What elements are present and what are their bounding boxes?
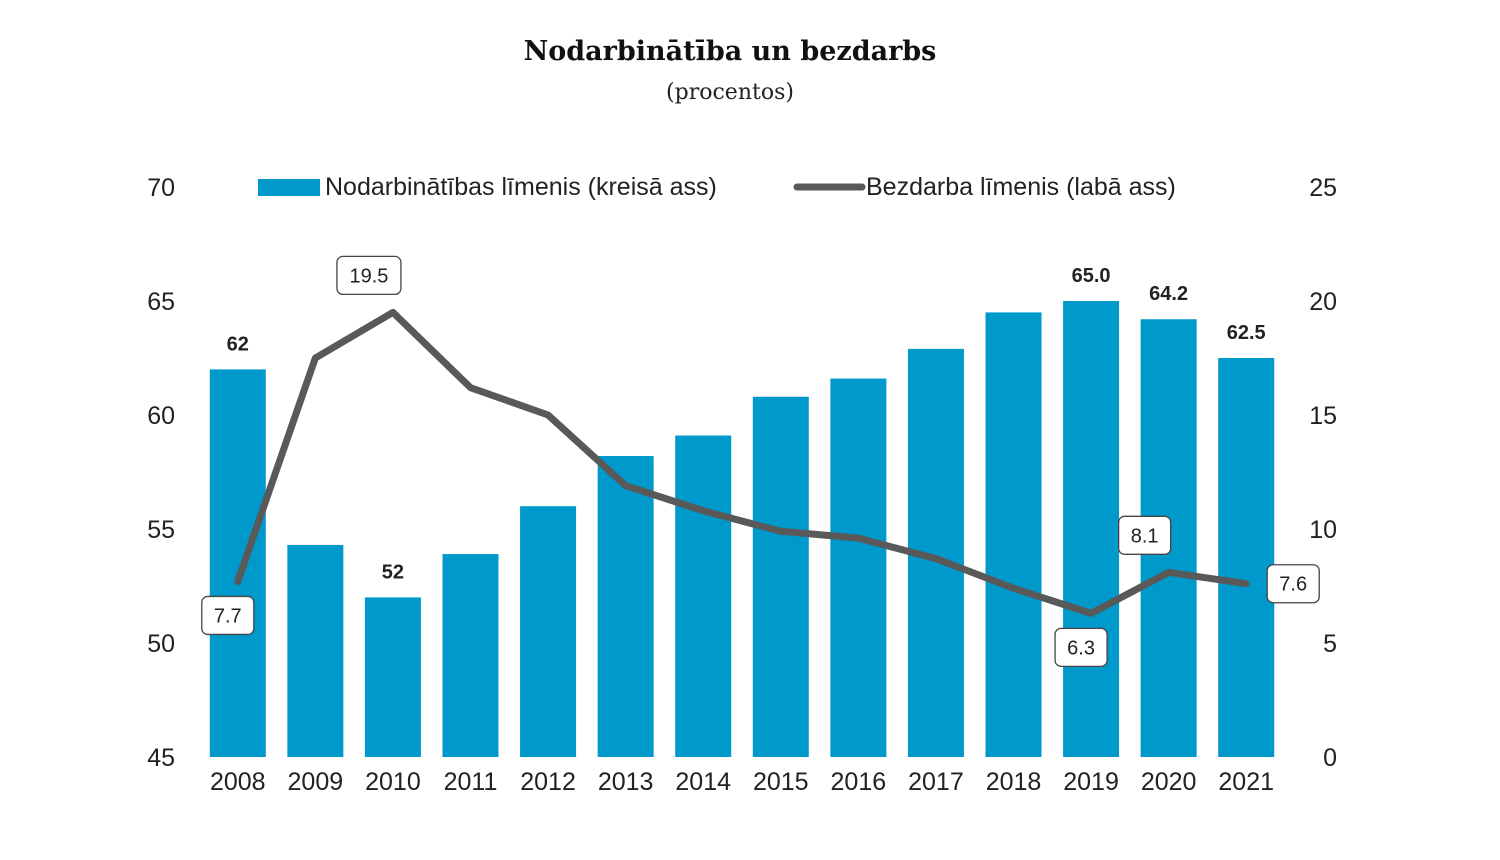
right-axis-tick: 20 [1309,288,1337,316]
line-point [1012,587,1015,590]
right-axis-tick: 15 [1309,402,1337,430]
legend: Nodarbinātības līmenis (kreisā ass) Bezd… [258,173,1176,201]
left-axis-tick: 70 [147,174,175,202]
line-point [469,386,472,389]
line-data-label-text: 7.6 [1279,574,1307,596]
line-point [624,484,627,487]
right-axis-tick: 0 [1323,744,1337,772]
x-axis-tick: 2012 [520,768,576,796]
bar [520,506,577,757]
bar-data-label: 52 [382,561,404,583]
line-data-label: 6.3 [1054,627,1108,668]
chart-subtitle: (procentos) [666,80,794,105]
bar [830,378,887,757]
bar [209,369,266,757]
left-axis-tick: 50 [147,630,175,658]
bar [1063,301,1120,757]
x-axis-tick: 2013 [598,768,654,796]
line-data-label-box [336,255,402,296]
right-axis-tick: 5 [1323,630,1337,658]
line-point [702,509,705,512]
bar [287,544,344,757]
line-point [314,357,317,359]
bar [1218,358,1275,757]
line-data-label: 19.5 [336,255,402,296]
bar-data-label: 65.0 [1072,265,1111,287]
x-axis-tick: 2010 [365,768,421,796]
x-axis-tick: 2009 [288,768,344,796]
x-axis-tick: 2017 [908,768,964,796]
line-data-label-text: 6.3 [1067,637,1095,659]
line-point [547,414,550,416]
unemployment-line [234,308,1250,617]
line-data-label: 7.6 [1266,564,1320,604]
bar [442,554,499,757]
right-axis-tick: 25 [1309,174,1337,202]
line-data-label: 7.7 [201,595,255,636]
line-point [1167,571,1170,574]
line-point [1090,612,1093,615]
x-axis-tick: 2015 [753,768,809,796]
x-axis-tick: 2016 [831,768,887,796]
bar-series [209,301,1275,757]
x-axis-tick: 2021 [1218,768,1274,796]
bar [985,312,1042,757]
line-data-label-text: 7.7 [214,605,242,627]
left-axis-tick: 55 [147,516,175,544]
left-axis-tick: 45 [147,744,175,772]
right-axis-tick: 10 [1309,516,1337,544]
bar-data-label: 64.2 [1149,283,1188,305]
legend-bar-swatch [258,179,320,196]
x-axis-tick: 2008 [210,768,266,796]
bar-data-label: 62 [227,333,249,355]
line-series [234,308,1250,617]
line-data-label-box [1266,564,1320,604]
legend-line-label: Bezdarba līmenis (labā ass) [866,173,1176,201]
bar-data-label: 62.5 [1227,322,1266,344]
line-data-label-box [1054,627,1108,668]
line-data-label-text: 19.5 [349,265,388,287]
x-axis-tick: 2018 [986,768,1042,796]
line-point [1245,582,1248,585]
x-axis-tick: 2011 [444,768,498,796]
line-data-label-text: 8.1 [1131,525,1159,547]
line-data-label-box [1117,515,1172,555]
line-point [934,557,937,560]
line-data-labels: 7.7 19.5 6.3 8.1 7.6 [201,255,1320,668]
line-point [857,537,860,540]
right-axis: 0 5 10 15 20 25 [1309,174,1337,772]
chart-title: Nodarbinātība un bezdarbs [523,36,937,67]
legend-bar-label: Nodarbinātības līmenis (kreisā ass) [325,173,717,201]
left-axis-tick: 60 [147,402,175,430]
x-axis-tick: 2020 [1141,768,1197,796]
bar [752,396,809,757]
bar [597,456,654,757]
bar [364,597,421,757]
x-axis-tick: 2014 [675,768,731,796]
bar-data-labels: 62 52 65.0 64.2 62.5 [227,265,1266,583]
line-data-label: 8.1 [1117,515,1172,555]
left-axis-tick: 65 [147,288,175,316]
left-axis: 45 50 55 60 65 70 [147,174,175,772]
line-point [779,530,782,533]
bar [675,435,732,757]
x-axis-tick: 2019 [1063,768,1119,796]
line-point [391,311,394,314]
x-axis: 2008 2009 2010 2011 2012 2013 2014 2015 2016 2017… [210,768,1274,796]
line-data-label-box [201,595,255,636]
line-point [236,580,239,583]
